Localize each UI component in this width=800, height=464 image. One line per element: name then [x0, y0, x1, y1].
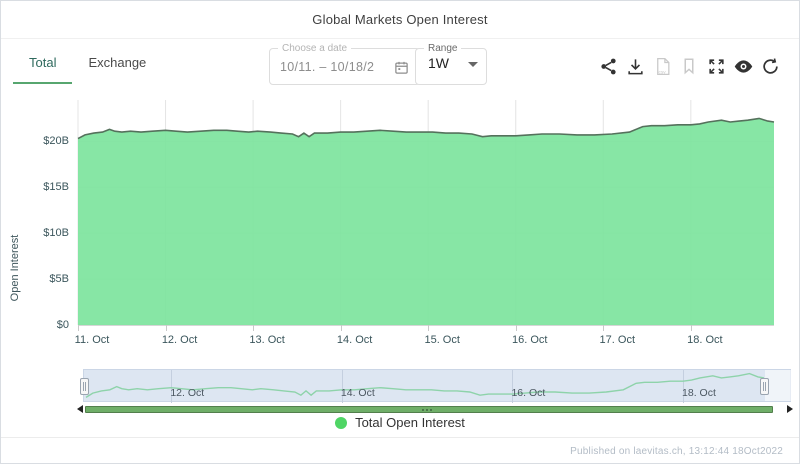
range-select-label: Range — [428, 43, 458, 54]
y-axis-title: Open Interest — [9, 234, 21, 302]
download-icon[interactable] — [624, 55, 646, 77]
scrollbar-left-arrow-icon[interactable] — [77, 405, 83, 413]
date-picker-value[interactable]: 10/11. – 10/18/2 — [280, 60, 375, 74]
date-picker[interactable]: Choose a date 10/11. – 10/18/2 — [269, 43, 421, 85]
refresh-icon[interactable] — [759, 55, 781, 77]
chart-toolbar: csv — [597, 55, 781, 77]
x-tick-mark — [253, 325, 255, 331]
x-tick-mark — [428, 325, 430, 331]
x-tick-label: 14. Oct — [336, 334, 373, 346]
navigator-tick-label: 18. Oct — [682, 387, 716, 399]
main-chart-area: Open Interest $0 $5B $10B $15B $20B 11. Oct 1… — [1, 95, 799, 353]
navigator-tick-label: 14. Oct — [340, 387, 375, 399]
y-tick-label: $0 — [56, 319, 69, 331]
navigator-sparkline — [86, 370, 764, 403]
tab-exchange[interactable]: Exchange — [88, 55, 147, 70]
page-title: Global Markets Open Interest — [312, 12, 488, 27]
x-tick-label: 16. Oct — [512, 334, 548, 346]
navigator-grid-line — [341, 370, 343, 403]
legend-label[interactable]: Total Open Interest — [355, 415, 465, 430]
controls-row: Total Exchange Choose a date 10/11. – 10… — [1, 39, 799, 95]
x-tick-label: 17. Oct — [599, 334, 636, 346]
published-text: Published on laevitas.ch, 13:12:44 18Oct… — [570, 445, 783, 457]
fullscreen-icon[interactable] — [705, 55, 727, 77]
navigator-mask — [765, 370, 791, 401]
date-picker-label: Choose a date — [282, 43, 348, 54]
y-tick-label: $20B — [43, 135, 69, 148]
y-tick-label: $10B — [43, 227, 69, 240]
scrollbar-grip-icon — [422, 409, 432, 411]
tab-bar: Total Exchange — [13, 39, 162, 84]
x-tick-mark — [165, 325, 167, 331]
navigator-grid-line — [171, 370, 173, 403]
legend[interactable]: Total Open Interest — [1, 415, 799, 430]
x-tick-mark — [78, 325, 79, 331]
navigator-left-handle[interactable] — [80, 378, 89, 395]
footer: Published on laevitas.ch, 13:12:44 18Oct… — [1, 437, 799, 464]
chart-navigator[interactable]: 12. Oct 14. Oct 16. Oct 18. Oct — [80, 369, 791, 403]
x-tick-label: 15. Oct — [424, 334, 460, 346]
range-select[interactable]: Range 1W — [415, 43, 487, 85]
x-tick-mark — [690, 325, 692, 331]
x-tick-mark — [603, 325, 605, 331]
navigator-tick-label: 16. Oct — [511, 387, 546, 399]
tab-total[interactable]: Total — [13, 39, 73, 84]
chevron-down-icon[interactable] — [468, 61, 478, 67]
bookmark-icon[interactable] — [678, 55, 700, 77]
navigator-grid-line — [512, 370, 514, 403]
range-select-value[interactable]: 1W — [428, 55, 449, 71]
x-tick-mark — [515, 325, 517, 331]
plot-area[interactable] — [77, 100, 774, 326]
scrollbar-right-arrow-icon[interactable] — [787, 405, 793, 413]
x-tick-label: 12. Oct — [161, 334, 198, 346]
calendar-icon[interactable] — [390, 56, 412, 78]
y-tick-label: $15B — [43, 181, 69, 194]
x-axis-line — [78, 325, 774, 326]
x-tick-label: 11. Oct — [74, 334, 110, 346]
csv-file-icon[interactable]: csv — [651, 55, 673, 77]
eye-icon[interactable] — [732, 55, 754, 77]
scrollbar-thumb[interactable] — [85, 406, 773, 413]
y-tick-label: $5B — [49, 273, 69, 286]
navigator-tick-label: 12. Oct — [170, 387, 205, 399]
chart-scrollbar[interactable] — [77, 405, 793, 414]
x-tick-mark — [340, 325, 342, 331]
legend-dot-icon[interactable] — [335, 416, 348, 429]
header: Global Markets Open Interest — [1, 1, 799, 39]
navigator-grid-line — [682, 370, 684, 403]
svg-text:csv: csv — [658, 70, 666, 75]
x-tick-label: 13. Oct — [249, 334, 285, 346]
share-icon[interactable] — [597, 55, 619, 77]
x-tick-label: 18. Oct — [687, 334, 723, 346]
open-interest-area-chart[interactable] — [77, 100, 774, 326]
navigator-right-handle[interactable] — [760, 378, 769, 395]
